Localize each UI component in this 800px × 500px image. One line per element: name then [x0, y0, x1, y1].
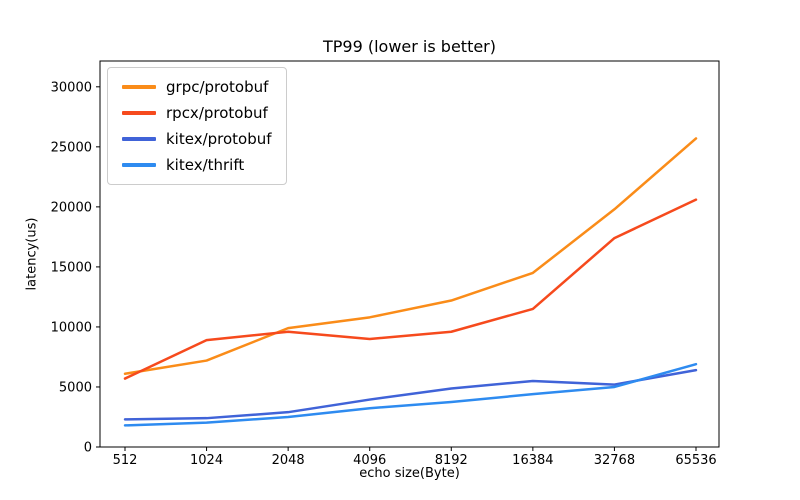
- chart-title: TP99 (lower is better): [322, 37, 496, 56]
- axes-spines: [99, 60, 720, 448]
- y-tick-label: 5000: [59, 380, 92, 395]
- series-line-rpcx-protobuf: [123, 198, 698, 380]
- legend-swatch: [122, 85, 156, 89]
- x-axis-label: echo size(Byte): [359, 466, 460, 481]
- x-tick-label: 16384: [512, 453, 553, 468]
- legend-label: kitex/thrift: [166, 156, 245, 174]
- x-tick-label: 8192: [435, 453, 468, 468]
- x-tick-label: 32768: [594, 453, 635, 468]
- series-line-kitex-thrift: [123, 362, 698, 427]
- legend-swatch: [122, 137, 156, 141]
- legend-item: rpcx/protobuf: [122, 103, 272, 123]
- legend-label: grpc/protobuf: [166, 78, 269, 96]
- y-tick-label: 25000: [51, 140, 92, 155]
- legend-item: grpc/protobuf: [122, 77, 272, 97]
- legend-swatch: [122, 163, 156, 167]
- y-tick-label: 0: [84, 441, 92, 456]
- y-tick-label: 30000: [51, 80, 92, 95]
- legend-label: kitex/protobuf: [166, 130, 272, 148]
- legend: grpc/protobuf rpcx/protobuf kitex/protobuf…: [107, 67, 287, 185]
- y-tick-label: 15000: [51, 260, 92, 275]
- x-tick-label: 512: [113, 453, 138, 468]
- y-tick-label: 10000: [51, 320, 92, 335]
- series-line-grpc-protobuf: [123, 137, 698, 376]
- legend-item: kitex/protobuf: [122, 129, 272, 149]
- series-line-kitex-protobuf: [123, 368, 698, 421]
- x-tick-label: 4096: [353, 453, 386, 468]
- legend-label: rpcx/protobuf: [166, 104, 268, 122]
- legend-swatch: [122, 111, 156, 115]
- x-tick-label: 65536: [675, 453, 716, 468]
- legend-item: kitex/thrift: [122, 155, 272, 175]
- x-tick-label: 2048: [272, 453, 305, 468]
- y-tick-label: 20000: [51, 200, 92, 215]
- x-tick-label: 1024: [190, 453, 223, 468]
